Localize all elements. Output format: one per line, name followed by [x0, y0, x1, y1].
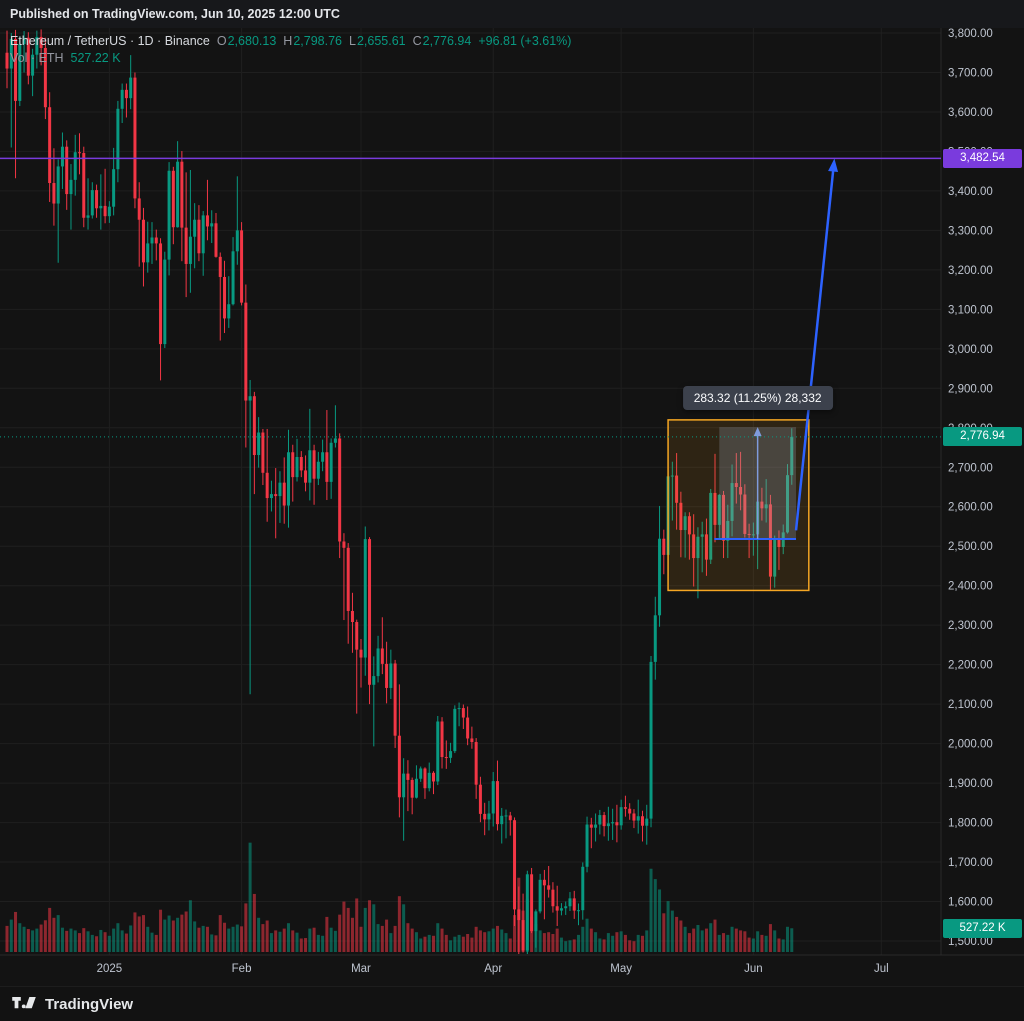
svg-text:3,800.00: 3,800.00	[948, 28, 993, 40]
highlight-box[interactable]	[667, 419, 810, 592]
candles-layer[interactable]	[5, 29, 794, 975]
svg-text:2025: 2025	[97, 963, 123, 975]
time-axis[interactable]: 2025 Feb Mar Apr May Jun Jul	[97, 963, 889, 975]
measure-tooltip: 283.32 (11.25%) 28,332	[682, 386, 833, 411]
level-price-label: 3,482.54	[943, 148, 1022, 168]
svg-text:Mar: Mar	[351, 963, 371, 975]
legend-ohlc-row: Ethereum / TetherUS · 1D · Binance O2,68…	[10, 33, 571, 50]
high-value: H2,798.76	[283, 34, 342, 48]
svg-text:2,400.00: 2,400.00	[948, 581, 993, 593]
svg-text:2,300.00: 2,300.00	[948, 620, 993, 632]
svg-text:Apr: Apr	[484, 963, 502, 975]
legend-volume-row: Vol · ETH 527.22 K	[10, 50, 571, 67]
svg-text:Jun: Jun	[744, 963, 763, 975]
volume-series-label[interactable]: Vol · ETH	[10, 51, 64, 65]
tradingview-logo-icon[interactable]	[12, 996, 36, 1012]
svg-text:1,500.00: 1,500.00	[948, 936, 993, 948]
svg-text:3,200.00: 3,200.00	[948, 265, 993, 277]
svg-text:3,400.00: 3,400.00	[948, 186, 993, 198]
svg-text:1,900.00: 1,900.00	[948, 778, 993, 790]
svg-text:1,700.00: 1,700.00	[948, 857, 993, 869]
svg-text:Feb: Feb	[232, 963, 252, 975]
svg-text:May: May	[610, 963, 632, 975]
chart-area: 3,800.003,700.003,600.003,500.003,400.00…	[0, 28, 1024, 986]
open-value: O2,680.13	[216, 34, 277, 48]
svg-text:2,500.00: 2,500.00	[948, 541, 993, 553]
svg-text:Jul: Jul	[874, 963, 889, 975]
price-chart[interactable]: 3,800.003,700.003,600.003,500.003,400.00…	[0, 28, 1024, 986]
svg-text:2,900.00: 2,900.00	[948, 383, 993, 395]
volume-axis-label: 527.22 K	[943, 918, 1022, 938]
svg-text:3,100.00: 3,100.00	[948, 304, 993, 316]
volume-layer	[5, 842, 794, 952]
price-axis[interactable]: 3,800.003,700.003,600.003,500.003,400.00…	[948, 28, 993, 948]
chart-legend: Ethereum / TetherUS · 1D · Binance O2,68…	[10, 33, 571, 67]
svg-text:2,200.00: 2,200.00	[948, 660, 993, 672]
last-price-label: 2,776.94	[943, 427, 1022, 447]
svg-text:2,000.00: 2,000.00	[948, 739, 993, 751]
symbol-title[interactable]: Ethereum / TetherUS · 1D · Binance	[10, 34, 210, 48]
svg-text:2,600.00: 2,600.00	[948, 502, 993, 514]
close-value: C2,776.94	[412, 34, 472, 48]
svg-text:3,300.00: 3,300.00	[948, 225, 993, 237]
published-banner: Published on TradingView.com, Jun 10, 20…	[0, 0, 1024, 28]
published-banner-text: Published on TradingView.com, Jun 10, 20…	[10, 7, 340, 21]
svg-text:2,100.00: 2,100.00	[948, 699, 993, 711]
change-value: +96.81 (+3.61%)	[478, 34, 572, 48]
low-value: L2,655.61	[348, 34, 406, 48]
svg-text:3,000.00: 3,000.00	[948, 344, 993, 356]
trend-arrow[interactable]	[794, 158, 839, 531]
svg-text:1,600.00: 1,600.00	[948, 897, 993, 909]
measure-tool[interactable]	[714, 427, 797, 540]
footer-bar: TradingView	[0, 986, 1024, 1021]
svg-text:2,700.00: 2,700.00	[948, 462, 993, 474]
volume-series-value: 527.22 K	[70, 51, 121, 65]
svg-text:1,800.00: 1,800.00	[948, 818, 993, 830]
tradingview-brand[interactable]: TradingView	[45, 995, 134, 1013]
svg-text:3,600.00: 3,600.00	[948, 107, 993, 119]
svg-text:3,700.00: 3,700.00	[948, 67, 993, 79]
